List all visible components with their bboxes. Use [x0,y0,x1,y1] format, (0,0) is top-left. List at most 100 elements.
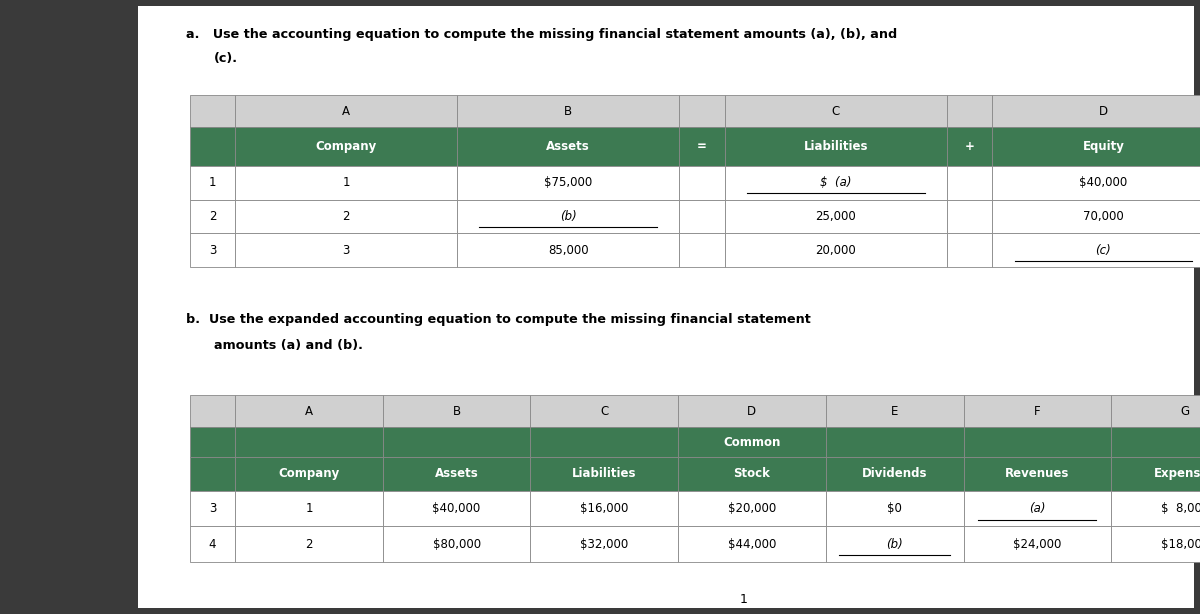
Bar [1111,395,1200,427]
Text: (a): (a) [1030,502,1045,515]
Bar [235,233,457,267]
Bar [1111,457,1200,491]
Bar [826,395,964,427]
Bar [457,166,679,200]
Bar [457,233,679,267]
Text: $75,000: $75,000 [544,176,593,189]
Bar [678,395,826,427]
Bar [679,95,725,127]
Bar [530,491,678,526]
Bar [1111,491,1200,526]
Text: 25,000: 25,000 [816,210,856,223]
Bar [530,427,678,457]
Text: $16,000: $16,000 [580,502,629,515]
Bar [964,526,1111,562]
Bar [826,427,964,457]
Bar [679,166,725,200]
Bar [190,491,235,526]
Text: 3: 3 [209,502,216,515]
Text: (c): (c) [1096,244,1111,257]
Text: Company: Company [278,467,340,480]
Text: Common: Common [724,435,780,449]
Bar [383,395,530,427]
Text: b.  Use the expanded accounting equation to compute the missing financial statem: b. Use the expanded accounting equation … [186,313,811,326]
Text: 70,000: 70,000 [1084,210,1123,223]
Bar [992,127,1200,166]
Text: +: + [965,140,974,153]
Text: $20,000: $20,000 [727,502,776,515]
Bar [964,427,1111,457]
Bar [964,395,1111,427]
Bar [190,395,235,427]
Text: E: E [890,405,899,418]
Text: 1: 1 [305,502,313,515]
Bar [530,526,678,562]
Text: (c).: (c). [214,52,238,65]
Bar [235,200,457,233]
Text: C: C [832,104,840,118]
Text: 85,000: 85,000 [548,244,588,257]
Text: B: B [564,104,572,118]
Text: $18,000: $18,000 [1160,537,1200,551]
Bar [457,200,679,233]
Text: $40,000: $40,000 [1079,176,1128,189]
Bar [190,200,235,233]
Text: A: A [342,104,350,118]
Bar [826,526,964,562]
Text: F: F [1034,405,1040,418]
Bar [190,457,235,491]
Bar [190,95,235,127]
Text: =: = [697,140,707,153]
Bar [992,95,1200,127]
Text: 2: 2 [209,210,216,223]
Text: C: C [600,405,608,418]
Text: G: G [1181,405,1189,418]
Bar [992,166,1200,200]
Bar [826,457,964,491]
Text: Expenses: Expenses [1154,467,1200,480]
Bar [190,127,235,166]
Bar [678,526,826,562]
Text: Dividends: Dividends [862,467,928,480]
Bar [383,457,530,491]
Bar [679,233,725,267]
Bar [457,127,679,166]
Text: Assets: Assets [546,140,590,153]
Text: amounts (a) and (b).: amounts (a) and (b). [214,339,362,352]
Bar [947,200,992,233]
Bar [826,491,964,526]
Bar [190,233,235,267]
Text: Company: Company [316,140,377,153]
Bar [235,457,383,491]
Bar [992,233,1200,267]
Bar [678,491,826,526]
Text: Equity: Equity [1082,140,1124,153]
Bar [947,166,992,200]
Text: 3: 3 [209,244,216,257]
Text: 1: 1 [740,593,748,605]
Bar [964,491,1111,526]
Bar [679,200,725,233]
Text: 3: 3 [342,244,350,257]
Bar [725,166,947,200]
Bar [530,457,678,491]
Text: 4: 4 [209,537,216,551]
Bar [947,127,992,166]
Text: (b): (b) [560,210,576,223]
Bar [530,395,678,427]
Text: Liabilities: Liabilities [572,467,636,480]
Bar [383,491,530,526]
Text: $24,000: $24,000 [1013,537,1062,551]
Bar [964,457,1111,491]
Text: 2: 2 [305,537,313,551]
Text: Revenues: Revenues [1006,467,1069,480]
Text: $44,000: $44,000 [727,537,776,551]
Bar [947,95,992,127]
Text: 1: 1 [342,176,350,189]
Text: $  (a): $ (a) [820,176,852,189]
Bar [725,127,947,166]
Text: 20,000: 20,000 [816,244,856,257]
Bar [138,6,1194,608]
Bar [235,491,383,526]
Text: $32,000: $32,000 [580,537,629,551]
